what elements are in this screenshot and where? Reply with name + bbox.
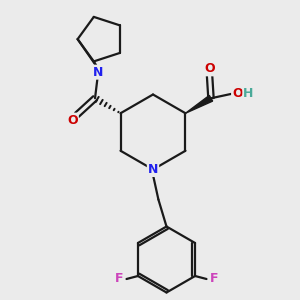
Text: O: O	[232, 87, 243, 100]
Text: F: F	[209, 272, 218, 286]
Polygon shape	[185, 95, 213, 113]
Text: F: F	[115, 272, 124, 286]
Text: H: H	[243, 87, 254, 100]
Text: N: N	[148, 163, 158, 176]
Text: O: O	[67, 114, 78, 127]
Text: N: N	[93, 66, 103, 79]
Text: O: O	[204, 62, 215, 75]
